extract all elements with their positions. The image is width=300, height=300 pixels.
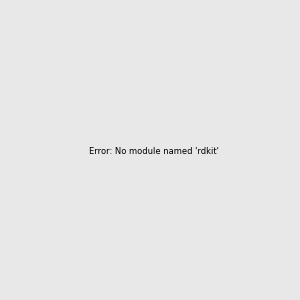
Text: Error: No module named 'rdkit': Error: No module named 'rdkit' — [89, 147, 219, 156]
